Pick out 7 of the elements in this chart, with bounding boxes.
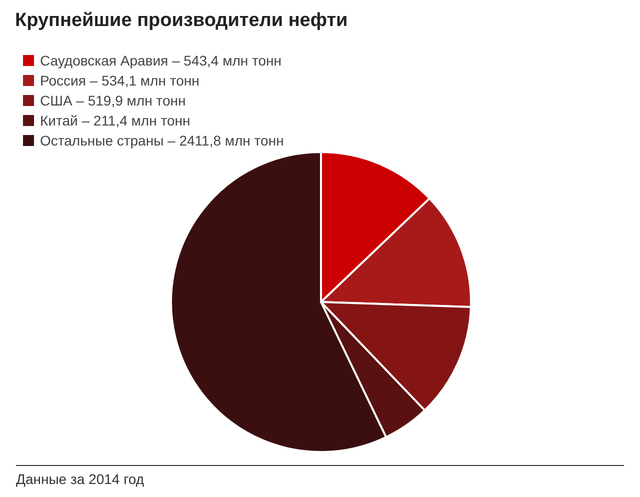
- legend-label: Россия – 534,1 млн тонн: [40, 72, 200, 88]
- chart-title: Крупнейшие производители нефти: [15, 10, 348, 31]
- legend-label: Китай – 211,4 млн тонн: [40, 112, 190, 128]
- text: Данные за 2014 год: [16, 471, 144, 487]
- legend-label: Саудовская Аравия – 543,4 млн тонн: [40, 52, 282, 68]
- legend-label: США – 519,9 млн тонн: [40, 92, 186, 108]
- legend-label: Остальные страны – 2411,8 млн тонн: [40, 132, 284, 148]
